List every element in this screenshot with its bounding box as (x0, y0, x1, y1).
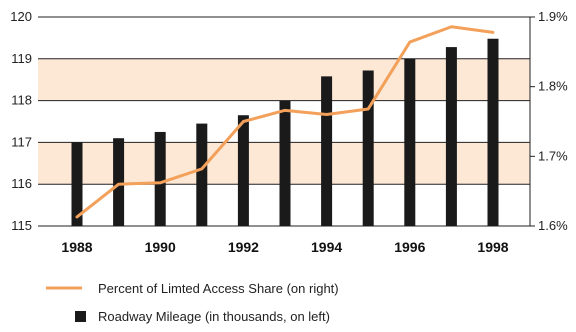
left-tick-label: 116 (11, 176, 32, 191)
x-tick-label: 1996 (394, 239, 425, 255)
line-series (75, 25, 495, 219)
right-tick-label: 1.7% (538, 148, 568, 163)
left-tick-label: 119 (11, 51, 32, 66)
bar (362, 70, 374, 226)
bar (113, 138, 125, 226)
bar (154, 131, 166, 226)
x-tick-label: 1990 (145, 239, 176, 255)
bar (279, 100, 291, 226)
x-tick-label: 1994 (311, 239, 342, 255)
right-tick-label: 1.6% (538, 218, 568, 233)
left-tick-label: 120 (10, 9, 32, 24)
x-tick-label: 1998 (477, 239, 508, 255)
bar (71, 142, 83, 226)
right-axis-ticks: 1.6% 1.7% 1.8% 1.9% (530, 9, 568, 233)
x-tick-label: 1988 (61, 239, 92, 255)
legend-line-label: Percent of Limted Access Share (on right… (98, 281, 339, 296)
bar (196, 123, 208, 226)
left-tick-label: 118 (11, 93, 32, 108)
bar (487, 38, 499, 227)
left-tick-label: 115 (11, 218, 32, 233)
x-axis-ticks: 1988 1990 1992 1994 1996 1998 (61, 239, 508, 255)
right-tick-label: 1.9% (538, 9, 568, 24)
bar (404, 58, 416, 226)
legend-bar-label: Roadway Mileage (in thousands, on left) (98, 309, 330, 324)
left-axis-ticks: 115 116 117 118 119 120 (10, 9, 32, 233)
bar (445, 47, 457, 226)
legend: Percent of Limted Access Share (on right… (46, 281, 339, 324)
bar (321, 76, 333, 226)
left-tick-label: 117 (11, 134, 32, 149)
x-tick-label: 1992 (228, 239, 259, 255)
legend-bar-swatch (75, 311, 86, 322)
bar (237, 115, 249, 226)
bar-series (71, 38, 499, 227)
right-tick-label: 1.8% (538, 79, 568, 94)
line-path (75, 25, 495, 219)
